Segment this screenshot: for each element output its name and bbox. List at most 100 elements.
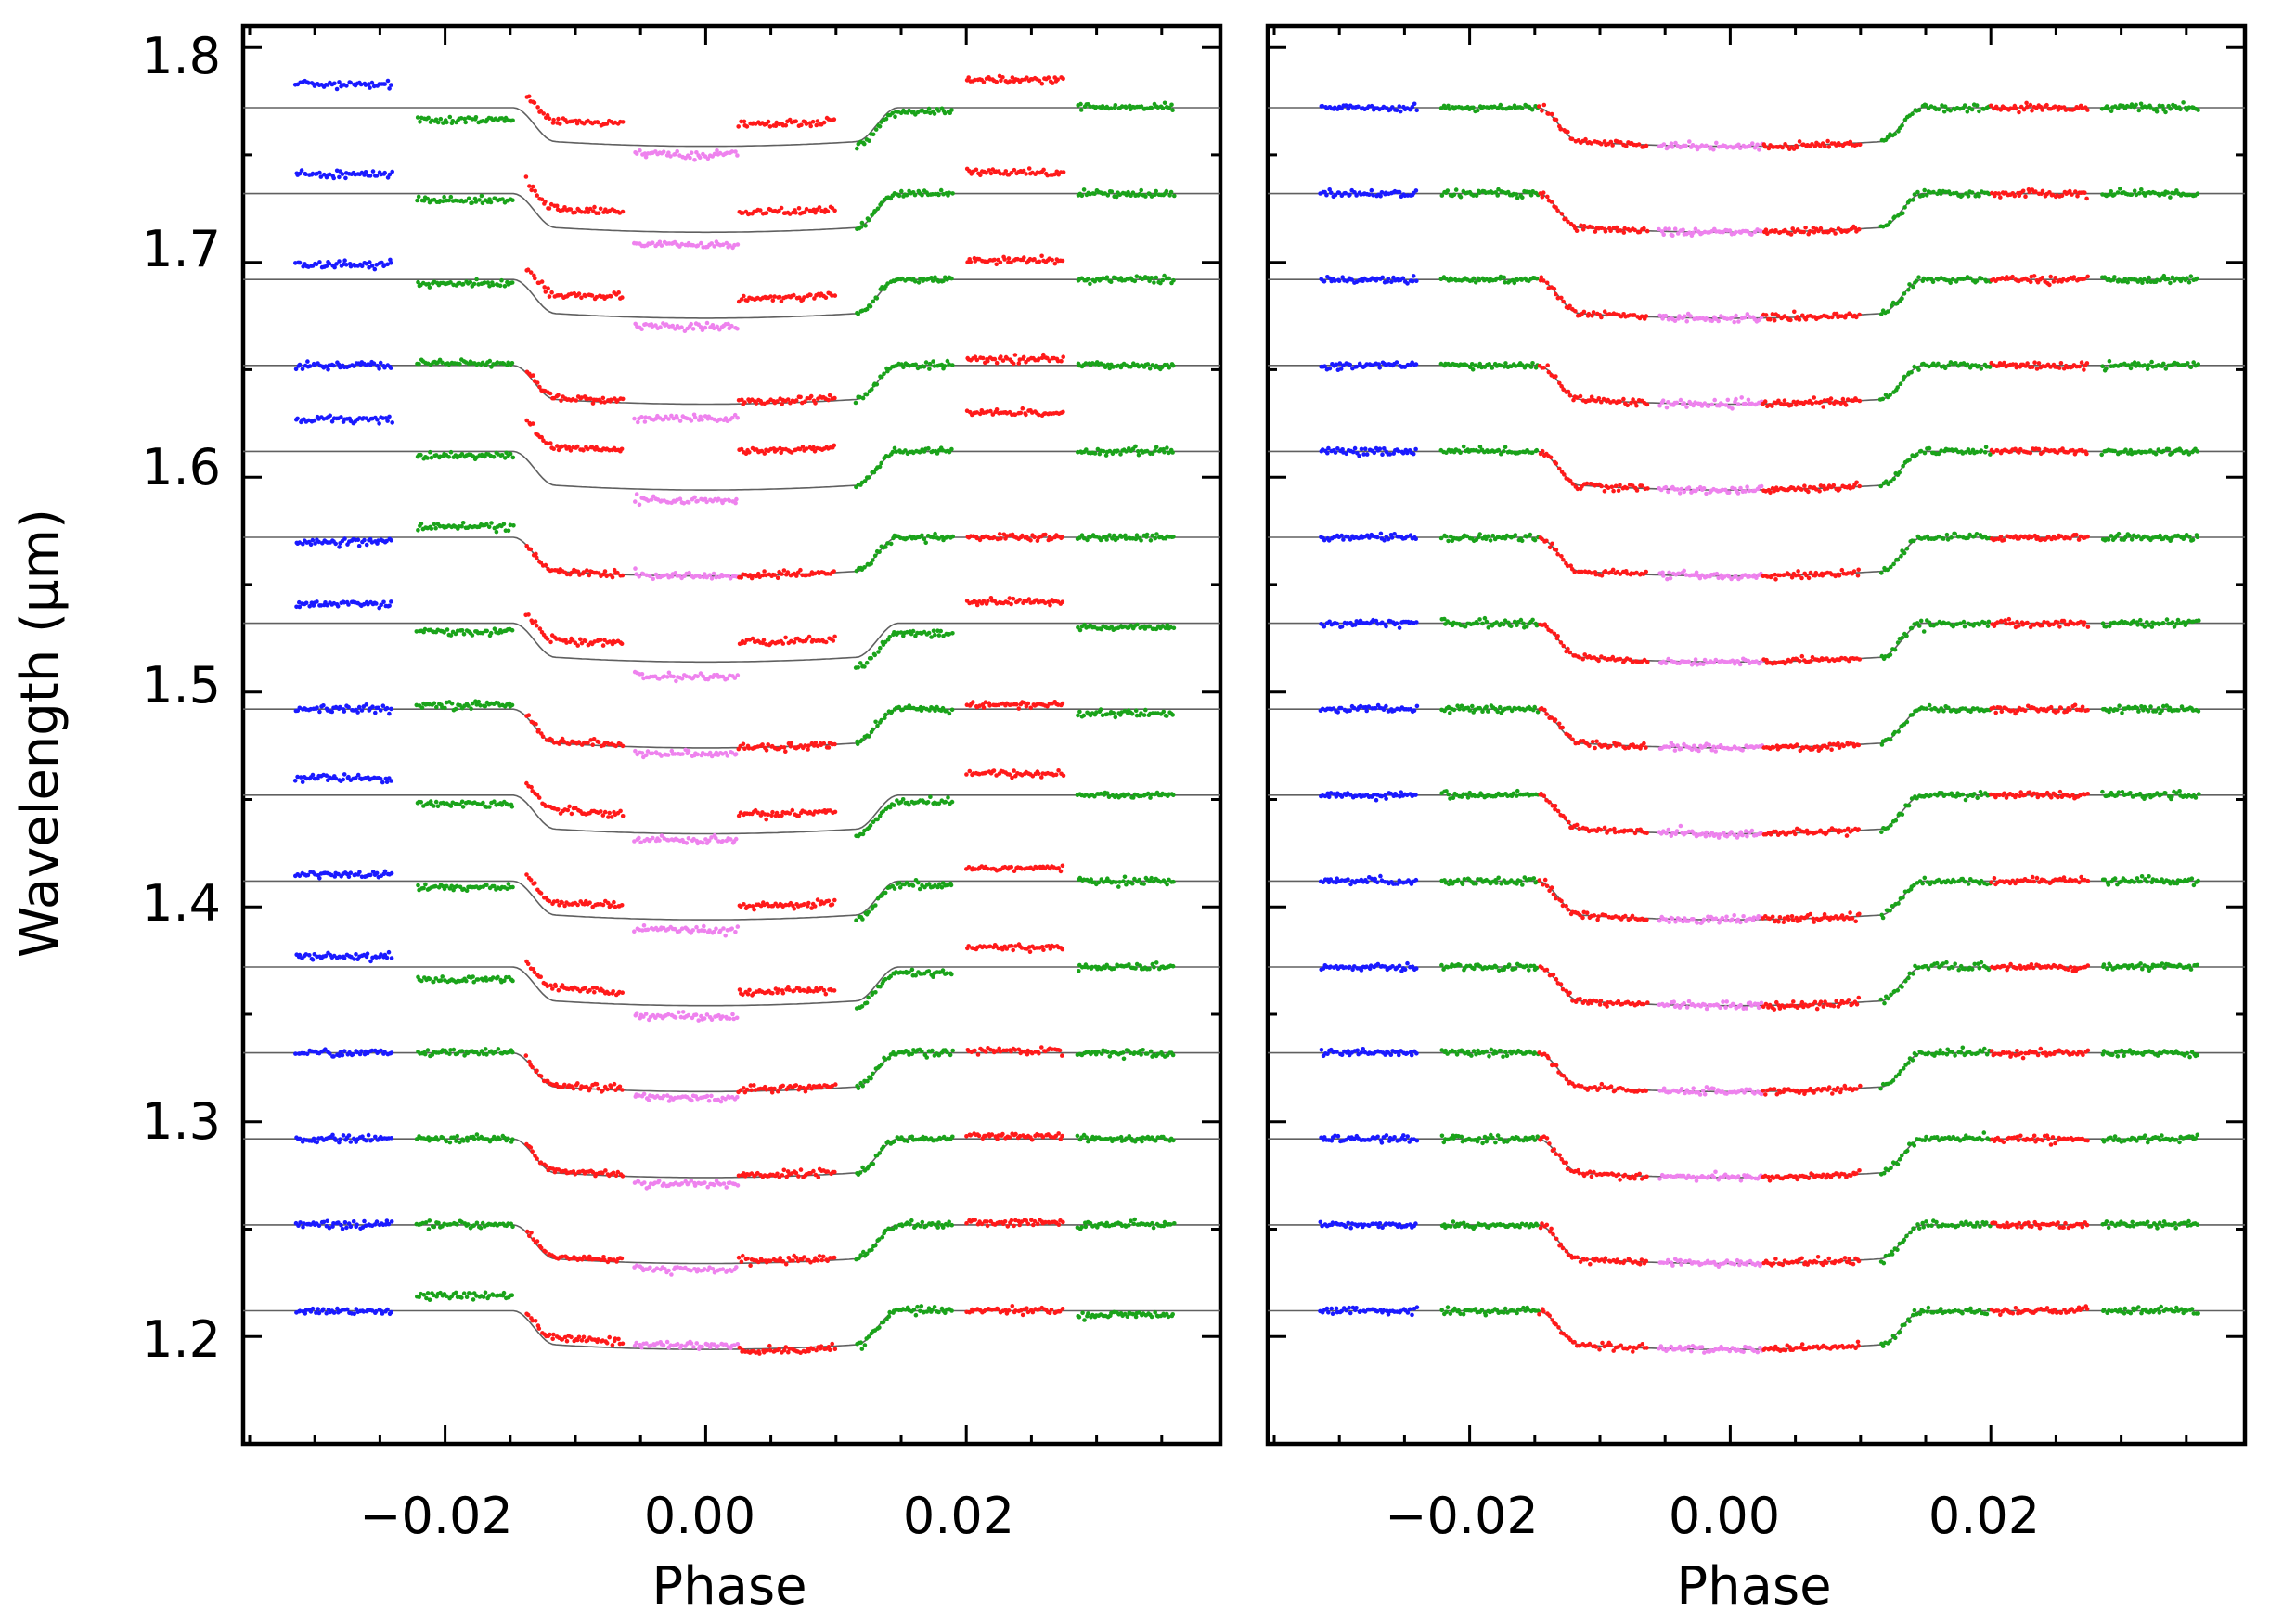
data-point	[950, 534, 955, 539]
data-point	[337, 174, 342, 180]
data-point	[509, 702, 515, 708]
model-curve	[243, 1051, 1220, 1093]
data-point	[534, 551, 538, 557]
data-point	[948, 1052, 953, 1058]
data-point	[871, 727, 875, 732]
data-point	[938, 1136, 943, 1141]
data-point	[641, 1091, 647, 1097]
data-point	[918, 1308, 922, 1314]
data-point	[538, 1074, 544, 1078]
data-point	[637, 835, 641, 841]
data-point	[444, 1294, 449, 1299]
data-point	[384, 955, 390, 960]
data-point	[1013, 1218, 1018, 1223]
data-point	[1022, 700, 1026, 705]
data-point	[780, 641, 786, 646]
data-point	[369, 1048, 375, 1053]
data-point	[461, 1291, 467, 1295]
data-point	[866, 1164, 871, 1169]
data-point	[705, 1184, 710, 1190]
data-point	[317, 170, 322, 175]
data-point	[745, 1256, 750, 1261]
data-point	[390, 169, 395, 174]
data-point	[859, 1347, 865, 1351]
data-point	[679, 241, 685, 247]
data-point	[632, 416, 637, 421]
data-point	[922, 364, 927, 369]
data-point	[305, 359, 310, 364]
data-point	[592, 204, 597, 210]
data-point	[483, 703, 488, 709]
data-point	[999, 536, 1003, 541]
data-point	[741, 992, 745, 998]
data-point	[562, 1334, 568, 1340]
data-point	[1009, 943, 1014, 948]
data-point	[382, 869, 388, 874]
data-point	[879, 460, 883, 466]
data-point	[862, 565, 867, 570]
data-point	[1104, 275, 1110, 280]
data-point	[991, 768, 997, 773]
left-plot-frame	[240, 23, 1223, 1447]
data-point	[904, 535, 909, 541]
data-point	[471, 974, 475, 979]
data-point	[585, 568, 589, 573]
data-point	[551, 446, 556, 452]
data-point	[869, 1076, 873, 1081]
data-point	[1117, 880, 1122, 884]
data-point	[613, 904, 618, 909]
data-point	[389, 1136, 394, 1141]
data-point	[304, 1051, 310, 1057]
data-point	[947, 711, 952, 716]
data-point	[1012, 1048, 1018, 1052]
data-point	[971, 700, 975, 704]
data-point	[609, 397, 613, 403]
data-point	[639, 672, 645, 677]
data-point	[458, 1140, 462, 1145]
data-point	[1053, 772, 1059, 778]
data-point	[651, 576, 655, 582]
data-point	[303, 1308, 309, 1312]
data-point	[883, 712, 888, 717]
data-point	[938, 628, 943, 634]
data-point	[316, 1307, 320, 1311]
data-point	[1029, 1138, 1035, 1142]
data-point	[868, 823, 873, 828]
data-point	[545, 637, 550, 641]
data-point	[362, 1218, 367, 1224]
data-point	[527, 1233, 532, 1239]
data-point	[618, 808, 623, 814]
data-point	[377, 367, 381, 371]
data-point	[780, 402, 784, 406]
data-point	[476, 1051, 482, 1057]
data-point	[1133, 966, 1138, 971]
data-point	[342, 956, 347, 960]
data-point	[448, 449, 454, 455]
data-point	[556, 393, 561, 398]
data-point	[679, 1181, 685, 1186]
data-point	[665, 1012, 671, 1017]
data-point	[612, 899, 616, 905]
data-point	[491, 454, 497, 459]
data-point	[466, 196, 471, 201]
data-point	[510, 1050, 515, 1055]
data-point	[886, 1314, 892, 1319]
data-point	[654, 1266, 660, 1270]
data-point	[531, 421, 535, 426]
data-point	[712, 1182, 716, 1188]
data-point	[1128, 1050, 1133, 1055]
data-point	[909, 1134, 915, 1140]
data-point	[433, 883, 438, 889]
data-point	[720, 1014, 725, 1019]
data-point	[1141, 1048, 1145, 1052]
data-point	[986, 599, 990, 604]
data-point	[1057, 1309, 1063, 1314]
data-point	[545, 1078, 550, 1084]
data-point	[387, 711, 392, 716]
data-point	[996, 946, 1000, 951]
data-point	[975, 1052, 981, 1057]
data-point	[644, 1341, 649, 1346]
data-point	[821, 987, 827, 993]
data-point	[484, 883, 489, 887]
data-point	[1162, 449, 1167, 455]
